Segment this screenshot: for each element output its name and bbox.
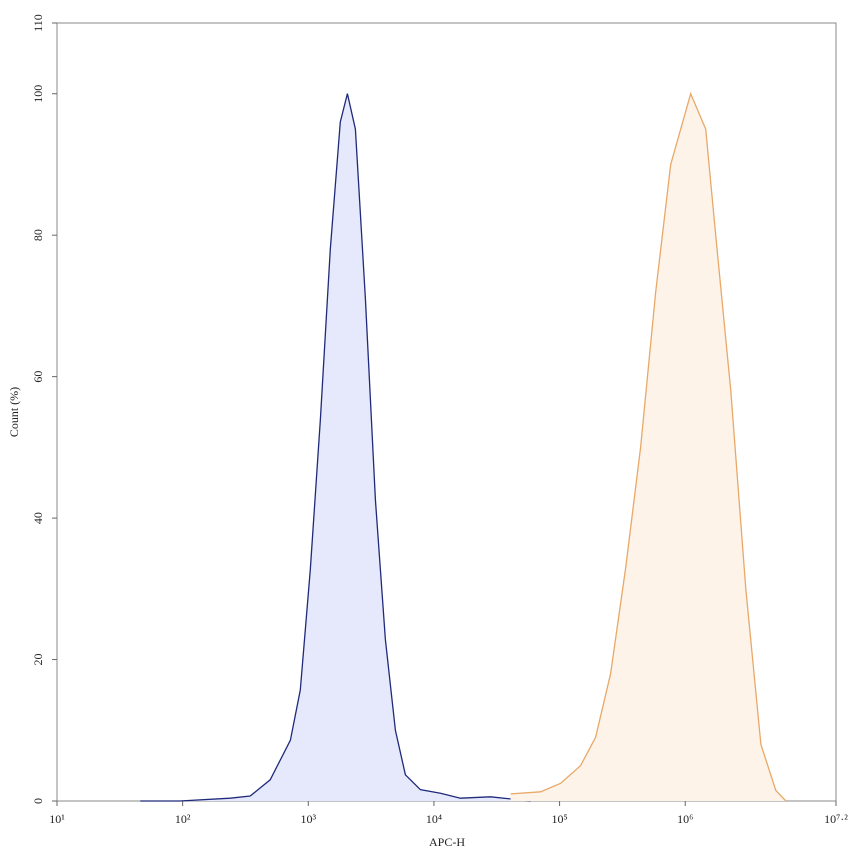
y-tick-label: 40 [31,512,45,524]
line [140,93,531,802]
x-tick-label: 10⁷·² [824,812,848,826]
x-tick-label: 10¹ [49,812,65,826]
y-axis-label: Count (%) [7,387,21,437]
x-tick-label: 10⁴ [426,812,442,826]
x-tick-label: 10² [175,812,191,826]
y-tick-label: 80 [31,229,45,241]
area [510,93,786,801]
y-tick-label: 110 [31,14,45,32]
x-tick-label: 10³ [300,812,316,826]
y-tick-label: 20 [31,654,45,666]
area [140,93,531,801]
y-tick-label: 0 [31,798,45,804]
y-tick-label: 100 [31,85,45,103]
y-tick-label: 60 [31,371,45,383]
x-tick-label: 10⁵ [551,812,567,826]
line [510,91,787,802]
x-tick-label: 10⁶ [677,812,693,826]
x-axis-label: APC-H [429,835,465,849]
